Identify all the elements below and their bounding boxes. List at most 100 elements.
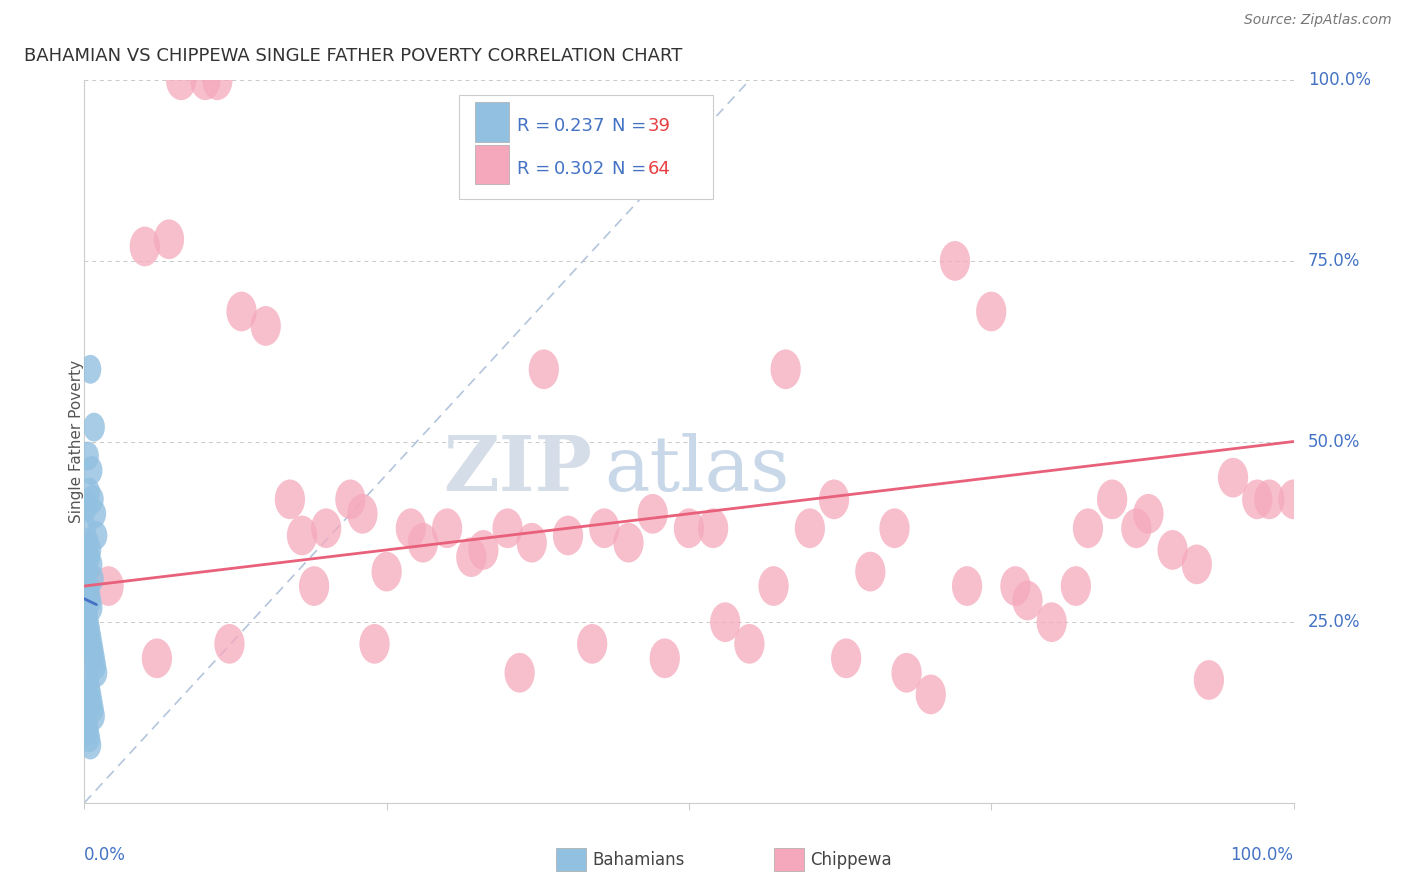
Ellipse shape: [80, 731, 101, 759]
Ellipse shape: [589, 508, 620, 548]
Ellipse shape: [84, 651, 105, 680]
Ellipse shape: [80, 630, 103, 658]
Ellipse shape: [335, 480, 366, 519]
Ellipse shape: [153, 219, 184, 259]
Ellipse shape: [529, 350, 560, 389]
Ellipse shape: [770, 350, 801, 389]
Ellipse shape: [83, 702, 105, 731]
FancyBboxPatch shape: [475, 102, 509, 142]
Text: BAHAMIAN VS CHIPPEWA SINGLE FATHER POVERTY CORRELATION CHART: BAHAMIAN VS CHIPPEWA SINGLE FATHER POVER…: [24, 47, 682, 65]
Ellipse shape: [360, 624, 389, 664]
FancyBboxPatch shape: [475, 145, 509, 185]
Ellipse shape: [82, 637, 104, 665]
Ellipse shape: [734, 624, 765, 664]
Ellipse shape: [80, 456, 103, 485]
Ellipse shape: [794, 508, 825, 548]
Ellipse shape: [576, 624, 607, 664]
Ellipse shape: [79, 579, 100, 607]
Ellipse shape: [1194, 660, 1225, 700]
Text: R =: R =: [517, 117, 557, 135]
Ellipse shape: [915, 674, 946, 714]
Ellipse shape: [79, 615, 100, 644]
Ellipse shape: [83, 413, 105, 442]
FancyBboxPatch shape: [773, 848, 804, 871]
Text: N =: N =: [612, 117, 651, 135]
Ellipse shape: [1241, 480, 1272, 519]
Ellipse shape: [311, 508, 342, 548]
Ellipse shape: [1133, 494, 1164, 533]
Ellipse shape: [939, 241, 970, 281]
Ellipse shape: [250, 306, 281, 346]
Ellipse shape: [77, 607, 98, 637]
Ellipse shape: [79, 478, 100, 507]
Ellipse shape: [1157, 530, 1188, 570]
Ellipse shape: [408, 523, 439, 563]
Text: 39: 39: [648, 117, 671, 135]
Ellipse shape: [855, 552, 886, 591]
Ellipse shape: [77, 572, 98, 600]
Ellipse shape: [758, 566, 789, 606]
Ellipse shape: [492, 508, 523, 548]
Text: Chippewa: Chippewa: [810, 851, 891, 869]
Ellipse shape: [1060, 566, 1091, 606]
Ellipse shape: [299, 566, 329, 606]
Text: 100.0%: 100.0%: [1230, 847, 1294, 864]
Ellipse shape: [77, 665, 98, 694]
Ellipse shape: [80, 586, 101, 615]
Ellipse shape: [80, 549, 103, 579]
Ellipse shape: [226, 292, 257, 331]
Ellipse shape: [93, 566, 124, 606]
Ellipse shape: [84, 500, 105, 528]
Ellipse shape: [1073, 508, 1104, 548]
Ellipse shape: [952, 566, 983, 606]
Ellipse shape: [1000, 566, 1031, 606]
Ellipse shape: [77, 716, 98, 745]
Ellipse shape: [80, 535, 101, 565]
Ellipse shape: [505, 653, 534, 692]
Ellipse shape: [76, 492, 97, 521]
Ellipse shape: [77, 528, 98, 558]
Ellipse shape: [77, 442, 98, 470]
Text: R =: R =: [517, 160, 557, 178]
Ellipse shape: [879, 508, 910, 548]
Ellipse shape: [1097, 480, 1128, 519]
Text: ZIP: ZIP: [443, 434, 592, 508]
Ellipse shape: [214, 624, 245, 664]
FancyBboxPatch shape: [555, 848, 586, 871]
Ellipse shape: [697, 508, 728, 548]
Ellipse shape: [1036, 602, 1067, 642]
Ellipse shape: [82, 565, 104, 593]
Ellipse shape: [76, 709, 97, 738]
Ellipse shape: [1012, 581, 1043, 620]
Ellipse shape: [673, 508, 704, 548]
Ellipse shape: [75, 514, 97, 542]
Ellipse shape: [650, 639, 681, 678]
Text: Bahamians: Bahamians: [592, 851, 685, 869]
Ellipse shape: [371, 552, 402, 591]
Ellipse shape: [83, 644, 105, 673]
Ellipse shape: [1278, 480, 1309, 519]
Ellipse shape: [891, 653, 922, 692]
Ellipse shape: [274, 480, 305, 519]
Text: 25.0%: 25.0%: [1308, 613, 1361, 632]
Ellipse shape: [710, 602, 741, 642]
Ellipse shape: [516, 523, 547, 563]
Ellipse shape: [190, 61, 221, 100]
Ellipse shape: [468, 530, 499, 570]
Ellipse shape: [456, 537, 486, 577]
Ellipse shape: [79, 673, 100, 702]
Text: 75.0%: 75.0%: [1308, 252, 1361, 270]
Ellipse shape: [80, 687, 103, 716]
Y-axis label: Single Father Poverty: Single Father Poverty: [69, 360, 83, 523]
Ellipse shape: [637, 494, 668, 533]
Ellipse shape: [1254, 480, 1285, 519]
Ellipse shape: [395, 508, 426, 548]
Ellipse shape: [166, 61, 197, 100]
Ellipse shape: [142, 639, 172, 678]
Ellipse shape: [347, 494, 378, 533]
Ellipse shape: [1121, 508, 1152, 548]
Ellipse shape: [79, 723, 100, 752]
Ellipse shape: [1181, 544, 1212, 584]
Ellipse shape: [831, 639, 862, 678]
Ellipse shape: [287, 516, 318, 556]
